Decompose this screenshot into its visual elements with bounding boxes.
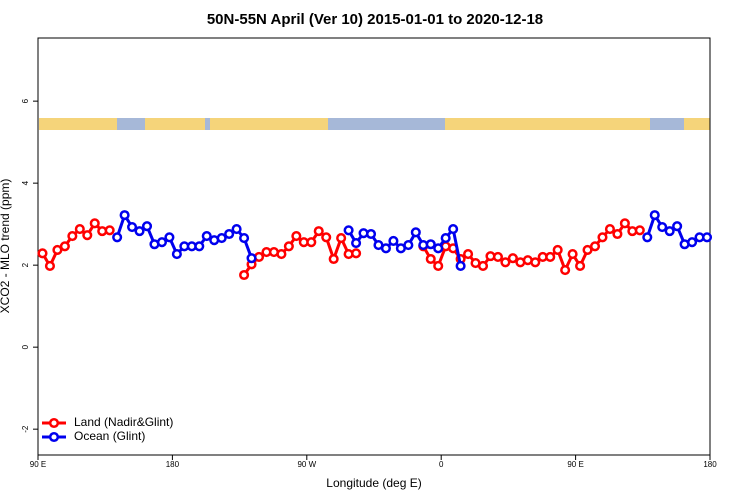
data-point bbox=[463, 249, 474, 260]
data-point bbox=[388, 235, 399, 247]
y-tick-label: 4 bbox=[21, 180, 30, 185]
y-tick-label: 2 bbox=[21, 262, 30, 267]
data-point bbox=[448, 224, 459, 235]
data-point bbox=[276, 249, 287, 260]
x-tick-label: 0 bbox=[439, 460, 444, 469]
data-point bbox=[112, 232, 123, 243]
data-point bbox=[89, 218, 100, 229]
x-axis-label: Longitude (deg E) bbox=[326, 476, 421, 490]
series-line bbox=[41, 220, 110, 270]
data-point bbox=[619, 218, 630, 229]
data-point bbox=[575, 260, 586, 272]
data-point bbox=[291, 230, 302, 242]
data-point bbox=[672, 221, 683, 232]
data-point bbox=[425, 253, 436, 265]
data-point bbox=[567, 249, 578, 260]
data-point bbox=[433, 260, 444, 272]
plot-frame bbox=[37, 37, 711, 456]
y-axis-label: XCO2 - MLO trend (ppm) bbox=[0, 179, 12, 314]
land-mask-strip bbox=[39, 118, 710, 130]
legend-label: Land (Nadir&Glint) bbox=[74, 415, 173, 429]
data-point bbox=[365, 228, 377, 240]
data-point bbox=[104, 225, 115, 236]
legend-marker bbox=[48, 431, 60, 443]
data-point bbox=[455, 260, 466, 272]
data-point bbox=[642, 232, 653, 243]
data-point bbox=[239, 233, 250, 244]
data-point bbox=[343, 225, 354, 236]
data-point bbox=[492, 251, 503, 263]
data-point bbox=[156, 237, 167, 248]
data-point bbox=[239, 269, 250, 281]
data-point bbox=[246, 253, 257, 264]
data-point bbox=[634, 225, 645, 236]
data-point bbox=[171, 249, 182, 260]
legend-label: Ocean (Glint) bbox=[74, 429, 145, 443]
data-point bbox=[425, 239, 436, 250]
data-point bbox=[74, 224, 85, 235]
data-point bbox=[664, 226, 675, 237]
legend-marker bbox=[48, 417, 60, 429]
data-point bbox=[612, 228, 623, 240]
data-point bbox=[321, 232, 332, 243]
data-point bbox=[82, 230, 93, 241]
data-point bbox=[201, 230, 212, 242]
data-point bbox=[336, 233, 347, 244]
x-tick-label: 90 E bbox=[567, 460, 583, 469]
data-point bbox=[224, 228, 235, 240]
y-tick-label: 6 bbox=[21, 98, 30, 103]
data-point bbox=[52, 244, 63, 256]
data-point bbox=[500, 257, 511, 268]
data-point bbox=[283, 241, 294, 252]
x-tick-label: 90 E bbox=[30, 460, 46, 469]
chart-title: 50N-55N April (Ver 10) 2015-01-01 to 202… bbox=[207, 11, 543, 28]
data-point bbox=[701, 232, 713, 243]
data-point bbox=[560, 265, 571, 276]
data-point bbox=[119, 210, 130, 221]
data-point bbox=[313, 226, 324, 237]
data-point bbox=[306, 237, 317, 248]
data-point bbox=[477, 260, 489, 272]
data-point bbox=[380, 243, 391, 254]
data-point bbox=[328, 253, 339, 265]
data-point bbox=[545, 251, 556, 263]
data-point bbox=[231, 224, 242, 235]
x-tick-label: 90 W bbox=[297, 460, 316, 469]
data-point bbox=[127, 221, 138, 233]
data-point bbox=[649, 210, 660, 221]
data-point bbox=[194, 241, 205, 252]
data-point bbox=[530, 257, 541, 268]
data-point bbox=[433, 243, 444, 254]
data-point bbox=[604, 224, 615, 235]
data-point bbox=[134, 226, 145, 237]
data-point bbox=[440, 233, 451, 244]
data-point bbox=[59, 241, 70, 252]
y-tick-label: 0 bbox=[21, 344, 30, 349]
data-point bbox=[141, 221, 153, 232]
data-point bbox=[657, 221, 668, 233]
data-point bbox=[552, 244, 563, 256]
data-point bbox=[507, 253, 518, 264]
data-point bbox=[164, 232, 175, 243]
data-point bbox=[582, 244, 593, 256]
data-point bbox=[44, 260, 55, 272]
data-point bbox=[687, 237, 698, 248]
y-tick-label: -2 bbox=[21, 425, 30, 433]
x-tick-label: 180 bbox=[703, 460, 717, 469]
data-point bbox=[403, 240, 414, 251]
data-point bbox=[216, 233, 227, 244]
data-point bbox=[67, 230, 78, 242]
x-tick-label: 180 bbox=[166, 460, 180, 469]
data-point bbox=[37, 248, 48, 259]
data-point bbox=[589, 241, 601, 252]
data-point bbox=[597, 232, 608, 243]
data-point bbox=[351, 248, 362, 259]
data-point bbox=[410, 227, 421, 238]
data-point bbox=[351, 237, 362, 249]
